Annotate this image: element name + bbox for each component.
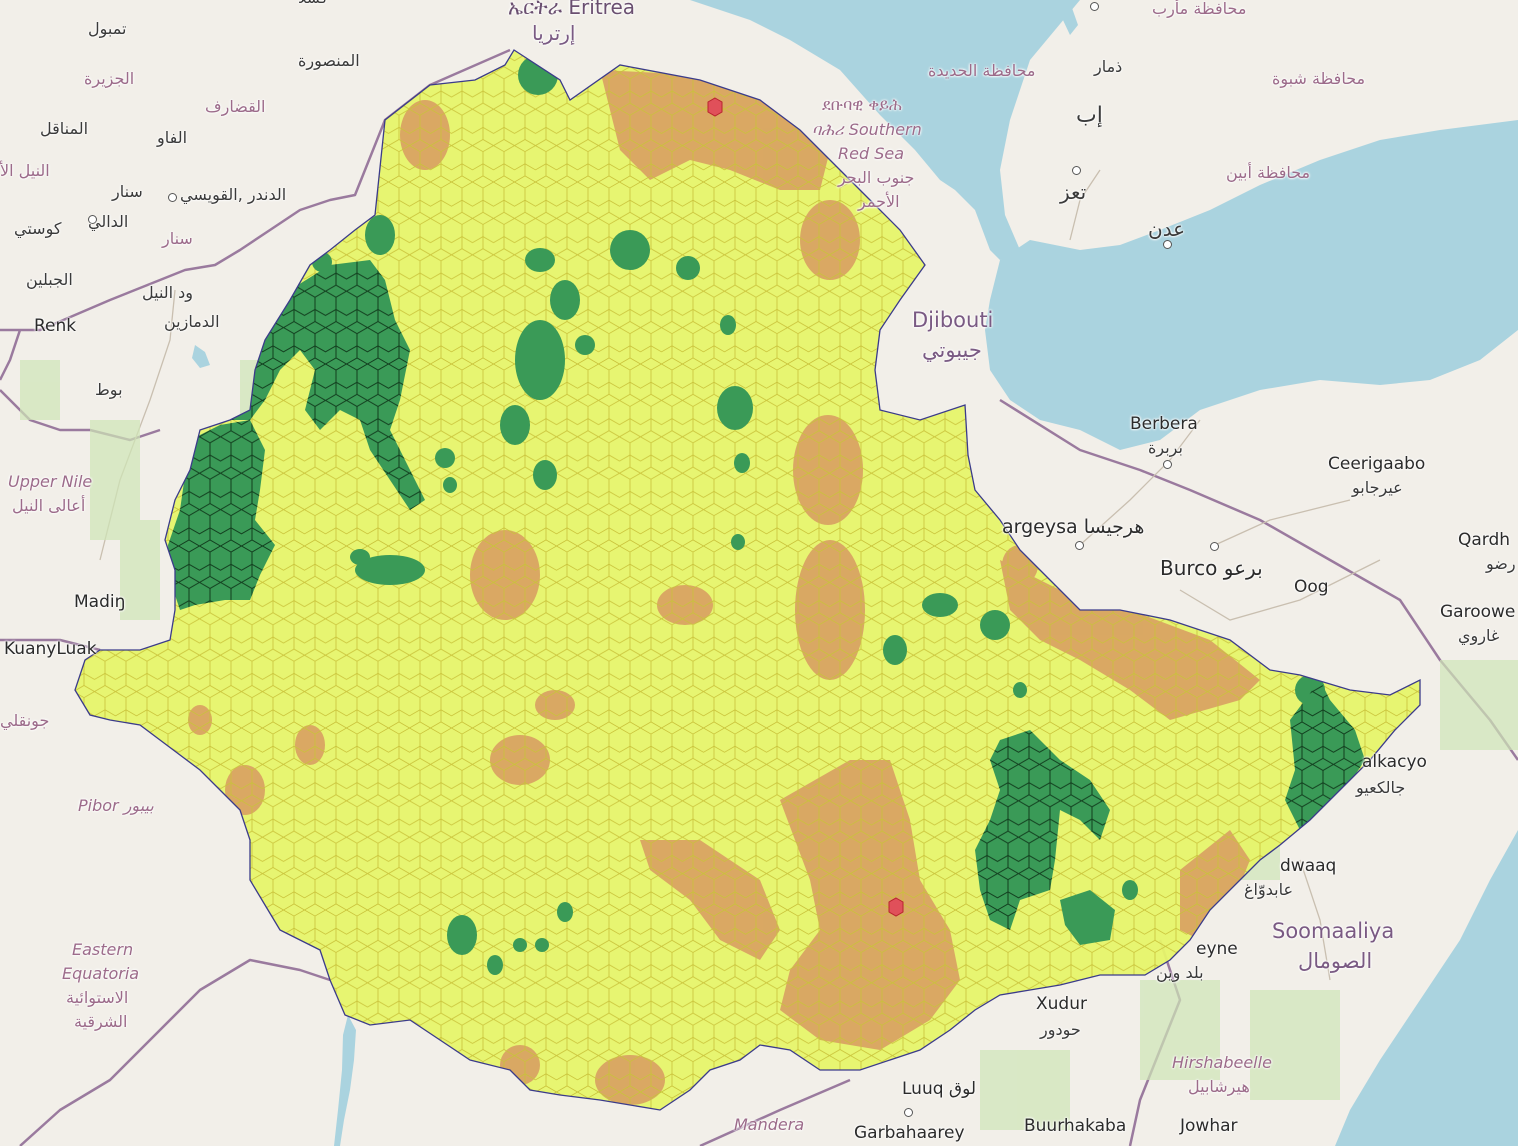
label-qardho-ar: رضو bbox=[1486, 554, 1516, 573]
label-djibouti-ar: جيبوتي bbox=[922, 338, 982, 362]
label-xudur: Xudur bbox=[1036, 994, 1087, 1014]
label-djibouti: Djibouti bbox=[912, 308, 994, 332]
city-dot-luuq bbox=[904, 1108, 913, 1117]
label-garbahaarey: Garbahaarey bbox=[854, 1123, 965, 1143]
label-beledweyne-ar: بلد وين bbox=[1156, 963, 1204, 982]
label-oog: Oog bbox=[1294, 577, 1329, 597]
label-jowhar: Jowhar bbox=[1180, 1116, 1238, 1136]
label-kassala: كسلا bbox=[298, 0, 327, 7]
label-nile-west: النيل الأ bbox=[0, 161, 50, 180]
label-faw: الفاو bbox=[157, 128, 188, 147]
label-madin: Madiŋ bbox=[74, 592, 126, 612]
label-berbera-ar: بربرة bbox=[1148, 438, 1183, 457]
label-eastern-equatoria-3: الاستوائية bbox=[66, 988, 129, 1007]
city-dot-hargeysa bbox=[1075, 541, 1084, 550]
gulf-of-aden bbox=[985, 120, 1518, 450]
label-jazira: الجزيرة bbox=[84, 69, 135, 88]
label-dhamar: ذمار bbox=[1094, 57, 1123, 76]
label-soomaaliya: Soomaaliya bbox=[1272, 919, 1395, 943]
label-damazin: الدمازين bbox=[164, 312, 220, 331]
label-wad-alnil: ود النيل bbox=[142, 283, 194, 302]
label-jebelein: الجبلين bbox=[26, 270, 73, 289]
city-dot-berbera bbox=[1163, 460, 1172, 469]
label-southern-red-sea-1: ደቡባዊ ቀይሕ bbox=[822, 95, 902, 114]
label-beledweyne: eyne bbox=[1196, 939, 1238, 959]
red-sea bbox=[690, 0, 1080, 260]
city-dot-dhamar bbox=[1090, 2, 1099, 11]
label-abyan: محافظة أبين bbox=[1226, 163, 1311, 182]
label-kosti: كوستي bbox=[14, 219, 62, 238]
label-qadarif: القضارف bbox=[205, 97, 266, 116]
label-dali: الدالي bbox=[88, 212, 129, 231]
label-manaqil: المناقل bbox=[40, 119, 89, 138]
city-dot-dinder bbox=[168, 193, 177, 202]
label-jonglei-ar: جونقلي bbox=[0, 711, 50, 730]
label-eastern-equatoria-1: Eastern bbox=[72, 940, 134, 959]
label-taiz: تعز bbox=[1060, 180, 1087, 204]
label-dhuusamareeb-ar: عابدوّاغ bbox=[1244, 880, 1293, 899]
label-southern-red-sea-4: جنوب البحر bbox=[838, 168, 915, 187]
label-burco: Burco برعو bbox=[1160, 556, 1263, 580]
label-southern-red-sea-5: الأحمر bbox=[858, 192, 900, 211]
label-xudur-ar: حودور bbox=[1040, 1020, 1081, 1039]
label-buurhakaba: Buurhakaba bbox=[1024, 1116, 1127, 1136]
label-ceerigaabo: Ceerigaabo bbox=[1328, 454, 1426, 474]
city-dot-burco bbox=[1210, 542, 1219, 551]
label-hargeysa: argeysa هرجيسا bbox=[1002, 516, 1145, 538]
label-eritrea-ar: إرتريا bbox=[532, 21, 576, 45]
label-eastern-equatoria-2: Equatoria bbox=[62, 964, 140, 983]
label-eritrea: ኤርትራ Eritrea bbox=[508, 0, 635, 19]
label-hirshabeelle: Hirshabeelle bbox=[1172, 1053, 1272, 1072]
indian-ocean bbox=[1335, 830, 1518, 1146]
label-kuanyluak: KuanyLuak bbox=[4, 639, 97, 659]
label-mansoura: المنصورة bbox=[298, 51, 360, 70]
label-upper-nile: Upper Nile bbox=[8, 472, 93, 491]
label-shabwah: محافظة شبوة bbox=[1272, 69, 1366, 88]
label-ceerigaabo-ar: عيرجابو bbox=[1352, 478, 1403, 497]
label-galkacyo-ar: جالكعيو bbox=[1356, 778, 1406, 797]
label-southern-red-sea-3: Red Sea bbox=[838, 144, 905, 163]
label-garoowe-ar: غاروي bbox=[1458, 626, 1500, 645]
label-renk: Renk bbox=[34, 316, 77, 336]
label-dhuusamareeb: dwaaq bbox=[1280, 856, 1337, 876]
label-eastern-equatoria-4: الشرقية bbox=[74, 1012, 128, 1031]
red-cells bbox=[707, 97, 904, 917]
label-tembul: تمبول bbox=[88, 19, 127, 38]
label-berbera: Berbera bbox=[1130, 414, 1198, 434]
label-pibor: Pibor بيبور bbox=[78, 796, 154, 815]
roads bbox=[99, 169, 1381, 981]
city-dot-aden bbox=[1163, 240, 1172, 249]
label-hirshabeelle-ar: هيرشابيل bbox=[1188, 1077, 1250, 1096]
label-soomaaliya-ar: الصومال bbox=[1298, 949, 1373, 973]
label-ibb: إب bbox=[1076, 103, 1103, 128]
label-hodeidah: محافظة الحديدة bbox=[928, 61, 1036, 80]
label-boot: بوط bbox=[95, 380, 123, 399]
label-marib: محافظة مأرب bbox=[1152, 0, 1247, 18]
city-dot-taiz bbox=[1072, 166, 1081, 175]
lakes bbox=[192, 8, 1078, 1146]
label-sennar-region: سنار bbox=[162, 229, 193, 248]
label-qardho: Qardh bbox=[1458, 530, 1511, 550]
label-aden: عدن bbox=[1148, 217, 1186, 241]
label-southern-red-sea-2: ባሕሪ Southern bbox=[812, 120, 922, 139]
label-upper-nile-ar: أعالى النيل bbox=[12, 496, 86, 515]
label-mandera: Mandera bbox=[734, 1115, 805, 1134]
label-sennar-city: سنار bbox=[112, 182, 143, 201]
label-galkacyo: alkacyo bbox=[1362, 752, 1427, 772]
city-dot-kosti bbox=[88, 215, 97, 224]
label-garoowe: Garoowe bbox=[1440, 602, 1516, 622]
label-luuq: Luuq لوق bbox=[902, 1079, 977, 1099]
label-dinder: الدندر ,القويسي bbox=[180, 185, 287, 204]
